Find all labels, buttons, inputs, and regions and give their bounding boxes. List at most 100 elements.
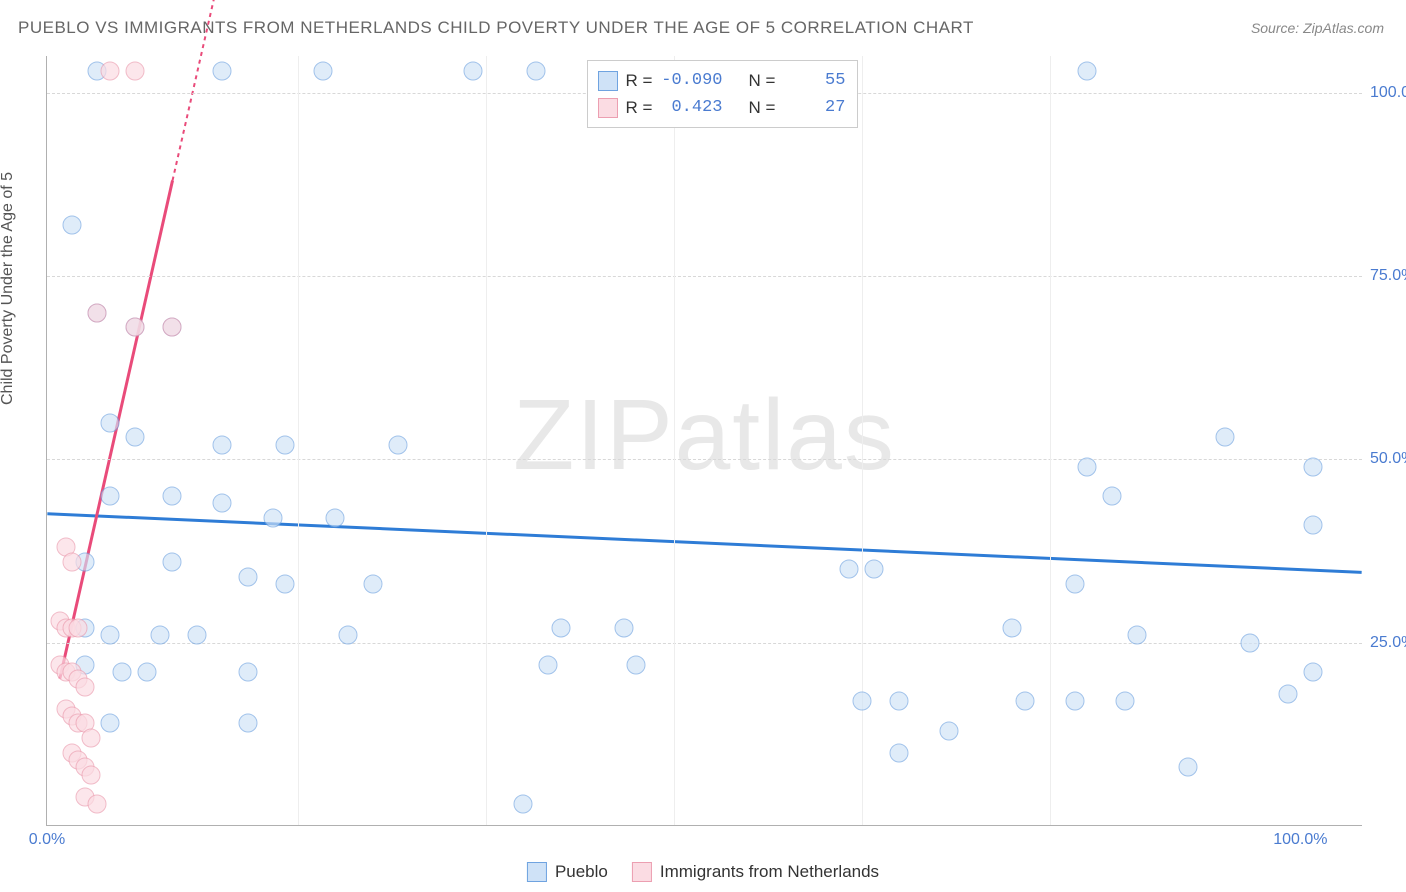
scatter-point [1078, 61, 1097, 80]
scatter-point [125, 428, 144, 447]
scatter-point [238, 714, 257, 733]
scatter-point [238, 567, 257, 586]
stats-r-value: -0.090 [660, 67, 722, 94]
legend-swatch-pink [632, 862, 652, 882]
scatter-point [551, 619, 570, 638]
scatter-point [388, 435, 407, 454]
gridline-vertical [1050, 56, 1051, 825]
scatter-point [539, 655, 558, 674]
y-axis-label: Child Poverty Under the Age of 5 [0, 172, 17, 405]
scatter-point [1303, 516, 1322, 535]
legend-item-pueblo: Pueblo [527, 862, 608, 882]
source-attribution: Source: ZipAtlas.com [1251, 20, 1384, 36]
x-tick-label: 100.0% [1273, 831, 1327, 849]
scatter-point [940, 721, 959, 740]
scatter-point [81, 765, 100, 784]
gridline-horizontal [47, 459, 1362, 460]
legend-item-netherlands: Immigrants from Netherlands [632, 862, 879, 882]
scatter-point [313, 61, 332, 80]
correlation-stats-box: R = -0.090 N = 55 R = 0.423 N = 27 [587, 60, 859, 128]
scatter-point [614, 619, 633, 638]
stats-n-value: 27 [783, 94, 845, 121]
scatter-point [627, 655, 646, 674]
scatter-point [1241, 633, 1260, 652]
scatter-point [1103, 487, 1122, 506]
scatter-point [865, 560, 884, 579]
trend-lines-layer [47, 56, 1362, 825]
stats-r-label: R = [626, 94, 653, 121]
scatter-point [852, 692, 871, 711]
scatter-point [464, 61, 483, 80]
scatter-point [125, 61, 144, 80]
scatter-point [1115, 692, 1134, 711]
scatter-point [113, 663, 132, 682]
stats-n-value: 55 [783, 67, 845, 94]
scatter-plot-area: ZIPatlas 25.0%50.0%75.0%100.0%0.0%100.0%… [46, 56, 1362, 826]
scatter-point [1216, 428, 1235, 447]
scatter-point [276, 435, 295, 454]
scatter-point [138, 663, 157, 682]
scatter-point [890, 743, 909, 762]
bottom-legend: Pueblo Immigrants from Netherlands [527, 862, 879, 882]
scatter-point [363, 575, 382, 594]
scatter-point [526, 61, 545, 80]
scatter-point [326, 509, 345, 528]
scatter-point [163, 318, 182, 337]
scatter-point [1003, 619, 1022, 638]
legend-label-pueblo: Pueblo [555, 862, 608, 882]
scatter-point [163, 487, 182, 506]
stats-row: R = 0.423 N = 27 [598, 94, 846, 121]
stats-r-value: 0.423 [660, 94, 722, 121]
scatter-point [213, 435, 232, 454]
scatter-point [238, 663, 257, 682]
scatter-point [100, 487, 119, 506]
source-link[interactable]: ZipAtlas.com [1303, 20, 1384, 36]
scatter-point [63, 553, 82, 572]
source-label: Source: [1251, 20, 1299, 36]
scatter-point [1278, 685, 1297, 704]
chart-title: PUEBLO VS IMMIGRANTS FROM NETHERLANDS CH… [18, 18, 974, 38]
stats-n-label: N = [748, 67, 775, 94]
gridline-horizontal [47, 276, 1362, 277]
scatter-point [1078, 457, 1097, 476]
scatter-point [1303, 457, 1322, 476]
scatter-point [213, 61, 232, 80]
scatter-point [100, 714, 119, 733]
scatter-point [125, 318, 144, 337]
scatter-point [1065, 692, 1084, 711]
gridline-vertical [674, 56, 675, 825]
y-tick-label: 75.0% [1370, 267, 1406, 285]
stats-swatch [598, 71, 618, 91]
scatter-point [1178, 758, 1197, 777]
scatter-point [1015, 692, 1034, 711]
scatter-point [338, 626, 357, 645]
x-tick-label: 0.0% [29, 831, 65, 849]
scatter-point [69, 619, 88, 638]
scatter-point [88, 795, 107, 814]
scatter-point [1128, 626, 1147, 645]
stats-row: R = -0.090 N = 55 [598, 67, 846, 94]
gridline-horizontal [47, 643, 1362, 644]
trend-line [47, 514, 1361, 573]
scatter-point [100, 626, 119, 645]
stats-r-label: R = [626, 67, 653, 94]
scatter-point [263, 509, 282, 528]
y-tick-label: 25.0% [1370, 634, 1406, 652]
scatter-point [188, 626, 207, 645]
stats-n-label: N = [748, 94, 775, 121]
scatter-point [1303, 663, 1322, 682]
gridline-vertical [298, 56, 299, 825]
stats-swatch [598, 98, 618, 118]
y-tick-label: 100.0% [1370, 84, 1406, 102]
y-tick-label: 50.0% [1370, 450, 1406, 468]
scatter-point [100, 61, 119, 80]
scatter-point [840, 560, 859, 579]
scatter-point [890, 692, 909, 711]
scatter-point [100, 413, 119, 432]
gridline-vertical [486, 56, 487, 825]
scatter-point [63, 215, 82, 234]
legend-swatch-blue [527, 862, 547, 882]
scatter-point [88, 303, 107, 322]
scatter-point [81, 729, 100, 748]
scatter-point [514, 795, 533, 814]
